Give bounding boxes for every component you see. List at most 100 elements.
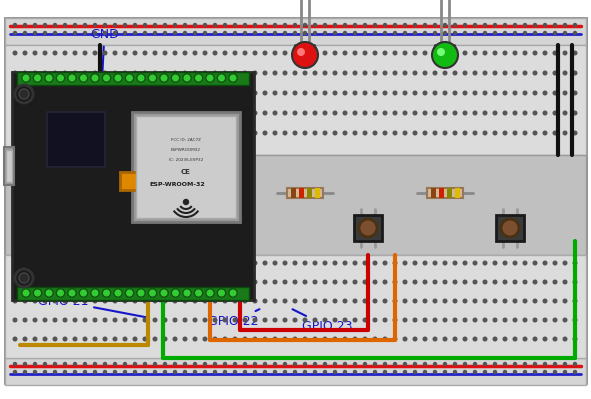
Bar (287, 188, 323, 198)
Circle shape (403, 299, 407, 303)
Circle shape (323, 51, 327, 55)
Circle shape (554, 371, 557, 373)
Circle shape (173, 111, 177, 115)
Circle shape (293, 131, 297, 135)
Circle shape (394, 371, 397, 373)
Circle shape (404, 32, 407, 34)
Circle shape (483, 51, 487, 55)
Circle shape (213, 32, 216, 34)
Circle shape (573, 71, 577, 75)
Circle shape (63, 371, 67, 373)
Circle shape (213, 71, 217, 75)
Circle shape (313, 32, 317, 34)
Circle shape (413, 71, 417, 75)
Circle shape (443, 280, 447, 284)
Circle shape (343, 299, 347, 303)
Circle shape (493, 261, 497, 265)
Circle shape (153, 131, 157, 135)
Text: GPIO 19: GPIO 19 (55, 275, 160, 301)
Circle shape (573, 32, 576, 34)
Circle shape (563, 337, 567, 341)
Circle shape (374, 363, 376, 365)
Circle shape (45, 289, 53, 297)
Circle shape (223, 51, 227, 55)
Circle shape (173, 299, 177, 303)
Circle shape (504, 371, 506, 373)
Circle shape (91, 289, 99, 297)
Circle shape (253, 71, 257, 75)
Circle shape (193, 363, 196, 365)
Circle shape (183, 289, 191, 297)
Circle shape (493, 363, 496, 365)
Circle shape (223, 261, 227, 265)
Circle shape (413, 51, 417, 55)
Circle shape (363, 261, 367, 265)
Circle shape (43, 337, 47, 341)
Circle shape (194, 74, 203, 82)
Circle shape (133, 131, 137, 135)
Circle shape (273, 261, 277, 265)
Circle shape (313, 111, 317, 115)
Circle shape (213, 318, 217, 322)
Circle shape (13, 131, 17, 135)
Circle shape (513, 91, 517, 95)
Circle shape (73, 318, 77, 322)
Circle shape (113, 318, 117, 322)
Circle shape (113, 337, 117, 341)
Circle shape (414, 371, 417, 373)
Circle shape (223, 131, 227, 135)
Circle shape (533, 131, 537, 135)
Circle shape (563, 24, 567, 26)
Circle shape (103, 71, 107, 75)
Circle shape (273, 131, 277, 135)
Circle shape (93, 261, 97, 265)
Circle shape (503, 337, 507, 341)
Bar (5, 45, 586, 155)
Circle shape (473, 261, 477, 265)
Circle shape (203, 71, 207, 75)
Circle shape (23, 261, 27, 265)
Circle shape (164, 32, 167, 34)
Circle shape (253, 131, 257, 135)
Circle shape (273, 71, 277, 75)
Circle shape (243, 91, 247, 95)
Circle shape (453, 24, 456, 26)
Circle shape (143, 337, 147, 341)
Circle shape (34, 363, 37, 365)
Circle shape (144, 363, 147, 365)
Circle shape (183, 280, 187, 284)
Circle shape (423, 131, 427, 135)
Circle shape (413, 111, 417, 115)
Circle shape (254, 32, 256, 34)
Circle shape (13, 71, 17, 75)
Circle shape (83, 71, 87, 75)
Circle shape (33, 289, 42, 297)
Circle shape (233, 24, 236, 26)
Circle shape (513, 71, 517, 75)
Circle shape (463, 131, 467, 135)
Circle shape (333, 261, 337, 265)
Circle shape (63, 24, 67, 26)
Circle shape (183, 111, 187, 115)
Circle shape (333, 91, 337, 95)
Circle shape (193, 371, 196, 373)
Circle shape (273, 111, 277, 115)
Circle shape (323, 280, 327, 284)
Circle shape (453, 32, 456, 34)
Circle shape (183, 261, 187, 265)
Circle shape (160, 289, 168, 297)
Circle shape (253, 111, 257, 115)
Circle shape (44, 24, 47, 26)
Circle shape (63, 71, 67, 75)
Circle shape (113, 299, 117, 303)
Circle shape (83, 299, 87, 303)
Circle shape (543, 261, 547, 265)
Circle shape (203, 261, 207, 265)
Circle shape (513, 337, 517, 341)
Circle shape (393, 337, 397, 341)
Circle shape (313, 299, 317, 303)
Circle shape (153, 71, 157, 75)
Circle shape (333, 131, 337, 135)
Circle shape (363, 280, 367, 284)
Circle shape (573, 363, 576, 365)
